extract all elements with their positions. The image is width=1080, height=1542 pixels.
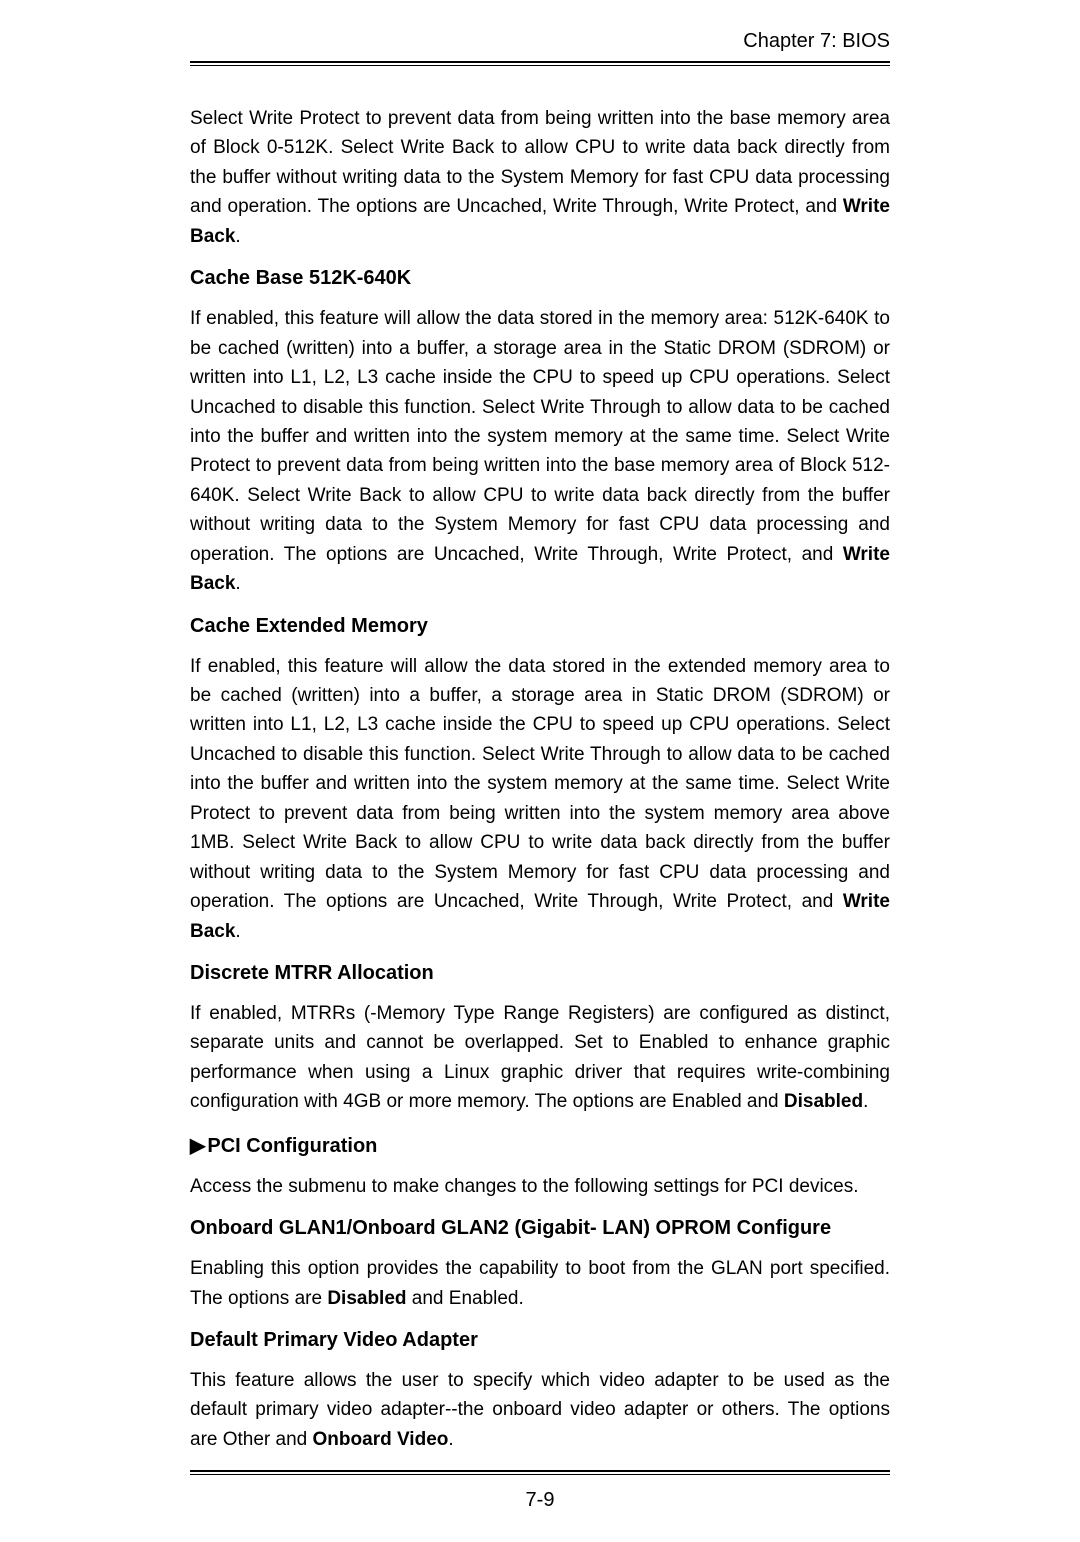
footer-rule — [190, 1470, 890, 1475]
body-paragraph: This feature allows the user to specify … — [190, 1366, 890, 1454]
section-heading: Discrete MTRR Allocation — [190, 962, 890, 985]
text-run: and Enabled. — [407, 1288, 524, 1309]
text-run: If enabled, this feature will allow the … — [190, 308, 890, 565]
section-heading: Cache Extended Memory — [190, 615, 890, 638]
text-run: Enabling this option provides the capabi… — [190, 1258, 890, 1308]
right-arrow-icon: ▶ — [190, 1133, 205, 1158]
page-number: 7-9 — [190, 1489, 890, 1512]
section-heading: Onboard GLAN1/Onboard GLAN2 (Gigabit- LA… — [190, 1217, 890, 1240]
section-heading: Cache Base 512K-640K — [190, 267, 890, 290]
submenu-heading-text: PCI Configuration — [207, 1135, 377, 1157]
text-run: . — [235, 573, 240, 594]
content-area: Select Write Protect to prevent data fro… — [190, 104, 890, 1454]
text-run: Select Write Protect to prevent data fro… — [190, 108, 890, 217]
body-paragraph: Select Write Protect to prevent data fro… — [190, 104, 890, 251]
text-run: . — [863, 1091, 868, 1112]
chapter-label: Chapter 7: BIOS — [190, 30, 890, 53]
body-paragraph: If enabled, this feature will allow the … — [190, 304, 890, 598]
header-rule — [190, 61, 890, 66]
text-run: If enabled, this feature will allow the … — [190, 656, 890, 913]
bold-text: Disabled — [784, 1091, 863, 1112]
submenu-heading: ▶PCI Configuration — [190, 1133, 890, 1158]
body-paragraph: Enabling this option provides the capabi… — [190, 1254, 890, 1313]
text-run: . — [235, 226, 240, 247]
text-run: This feature allows the user to specify … — [190, 1370, 890, 1450]
text-run: . — [235, 921, 240, 942]
section-heading: Default Primary Video Adapter — [190, 1329, 890, 1352]
body-paragraph: Access the submenu to make changes to th… — [190, 1172, 890, 1201]
text-run: Access the submenu to make changes to th… — [190, 1176, 859, 1197]
text-run: . — [448, 1429, 453, 1450]
body-paragraph: If enabled, MTRRs (-Memory Type Range Re… — [190, 999, 890, 1117]
page-header: Chapter 7: BIOS — [190, 30, 890, 66]
body-paragraph: If enabled, this feature will allow the … — [190, 652, 890, 946]
bold-text: Onboard Video — [313, 1429, 449, 1450]
page: Chapter 7: BIOS Select Write Protect to … — [0, 0, 1080, 1542]
bold-text: Disabled — [327, 1288, 406, 1309]
